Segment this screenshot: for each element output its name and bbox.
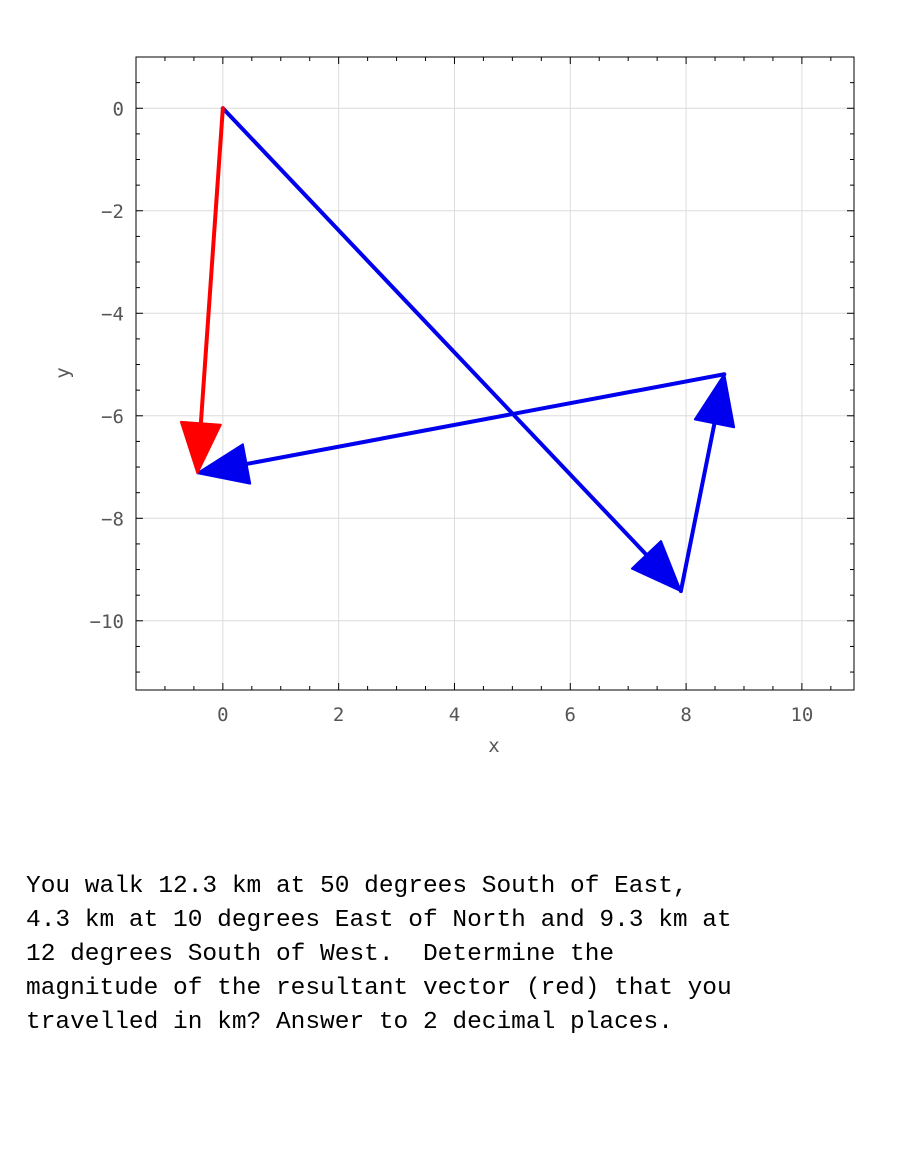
vector-arrowhead xyxy=(630,540,682,593)
y-tick-label: −8 xyxy=(101,508,124,530)
y-tick-label: −10 xyxy=(90,611,124,633)
plot-frame xyxy=(135,56,855,691)
question-text: You walk 12.3 km at 50 degrees South of … xyxy=(26,870,886,1040)
vector-arrowhead xyxy=(196,443,252,485)
x-tick-labels: 0 2 4 6 8 10 xyxy=(217,704,813,726)
y-tick-label: 0 xyxy=(113,98,124,120)
vector-shaft xyxy=(196,106,225,466)
y-axis-label: y xyxy=(52,367,74,378)
vector-arrowhead xyxy=(693,373,736,429)
grid-lines xyxy=(136,57,854,690)
question-line: You walk 12.3 km at 50 degrees South of … xyxy=(26,873,688,900)
x-tick-label: 4 xyxy=(449,704,460,726)
question-line: 4.3 km at 10 degrees East of North and 9… xyxy=(26,907,732,934)
y-tick-label: −2 xyxy=(101,201,124,223)
x-tick-label: 10 xyxy=(790,704,813,726)
vector-1 xyxy=(220,106,682,593)
vector-3 xyxy=(196,372,727,485)
resultant-vector xyxy=(179,106,225,475)
question-line: magnitude of the resultant vector (red) … xyxy=(26,975,732,1002)
vector-arrows xyxy=(179,106,736,594)
x-axis-label: x xyxy=(488,735,499,757)
question-line: 12 degrees South of West. Determine the xyxy=(26,941,615,968)
vector-shaft xyxy=(220,106,676,586)
x-tick-label: 0 xyxy=(217,704,228,726)
y-tick-label: −6 xyxy=(101,406,124,428)
y-tick-label: −4 xyxy=(101,303,124,325)
vector-2 xyxy=(678,373,736,594)
question-line: travelled in km? Answer to 2 decimal pla… xyxy=(26,1009,673,1036)
y-tick-labels: 0 −2 −4 −6 −8 −10 xyxy=(90,98,124,633)
vector-shaft xyxy=(205,372,727,474)
x-tick-label: 2 xyxy=(333,704,344,726)
x-tick-label: 6 xyxy=(565,704,576,726)
vector-arrowhead xyxy=(179,420,222,475)
minor-ticks xyxy=(135,57,854,690)
x-tick-label: 8 xyxy=(680,704,691,726)
vector-chart: 0 2 4 6 8 10 0 −2 −4 −6 −8 −10 x y xyxy=(52,56,855,757)
